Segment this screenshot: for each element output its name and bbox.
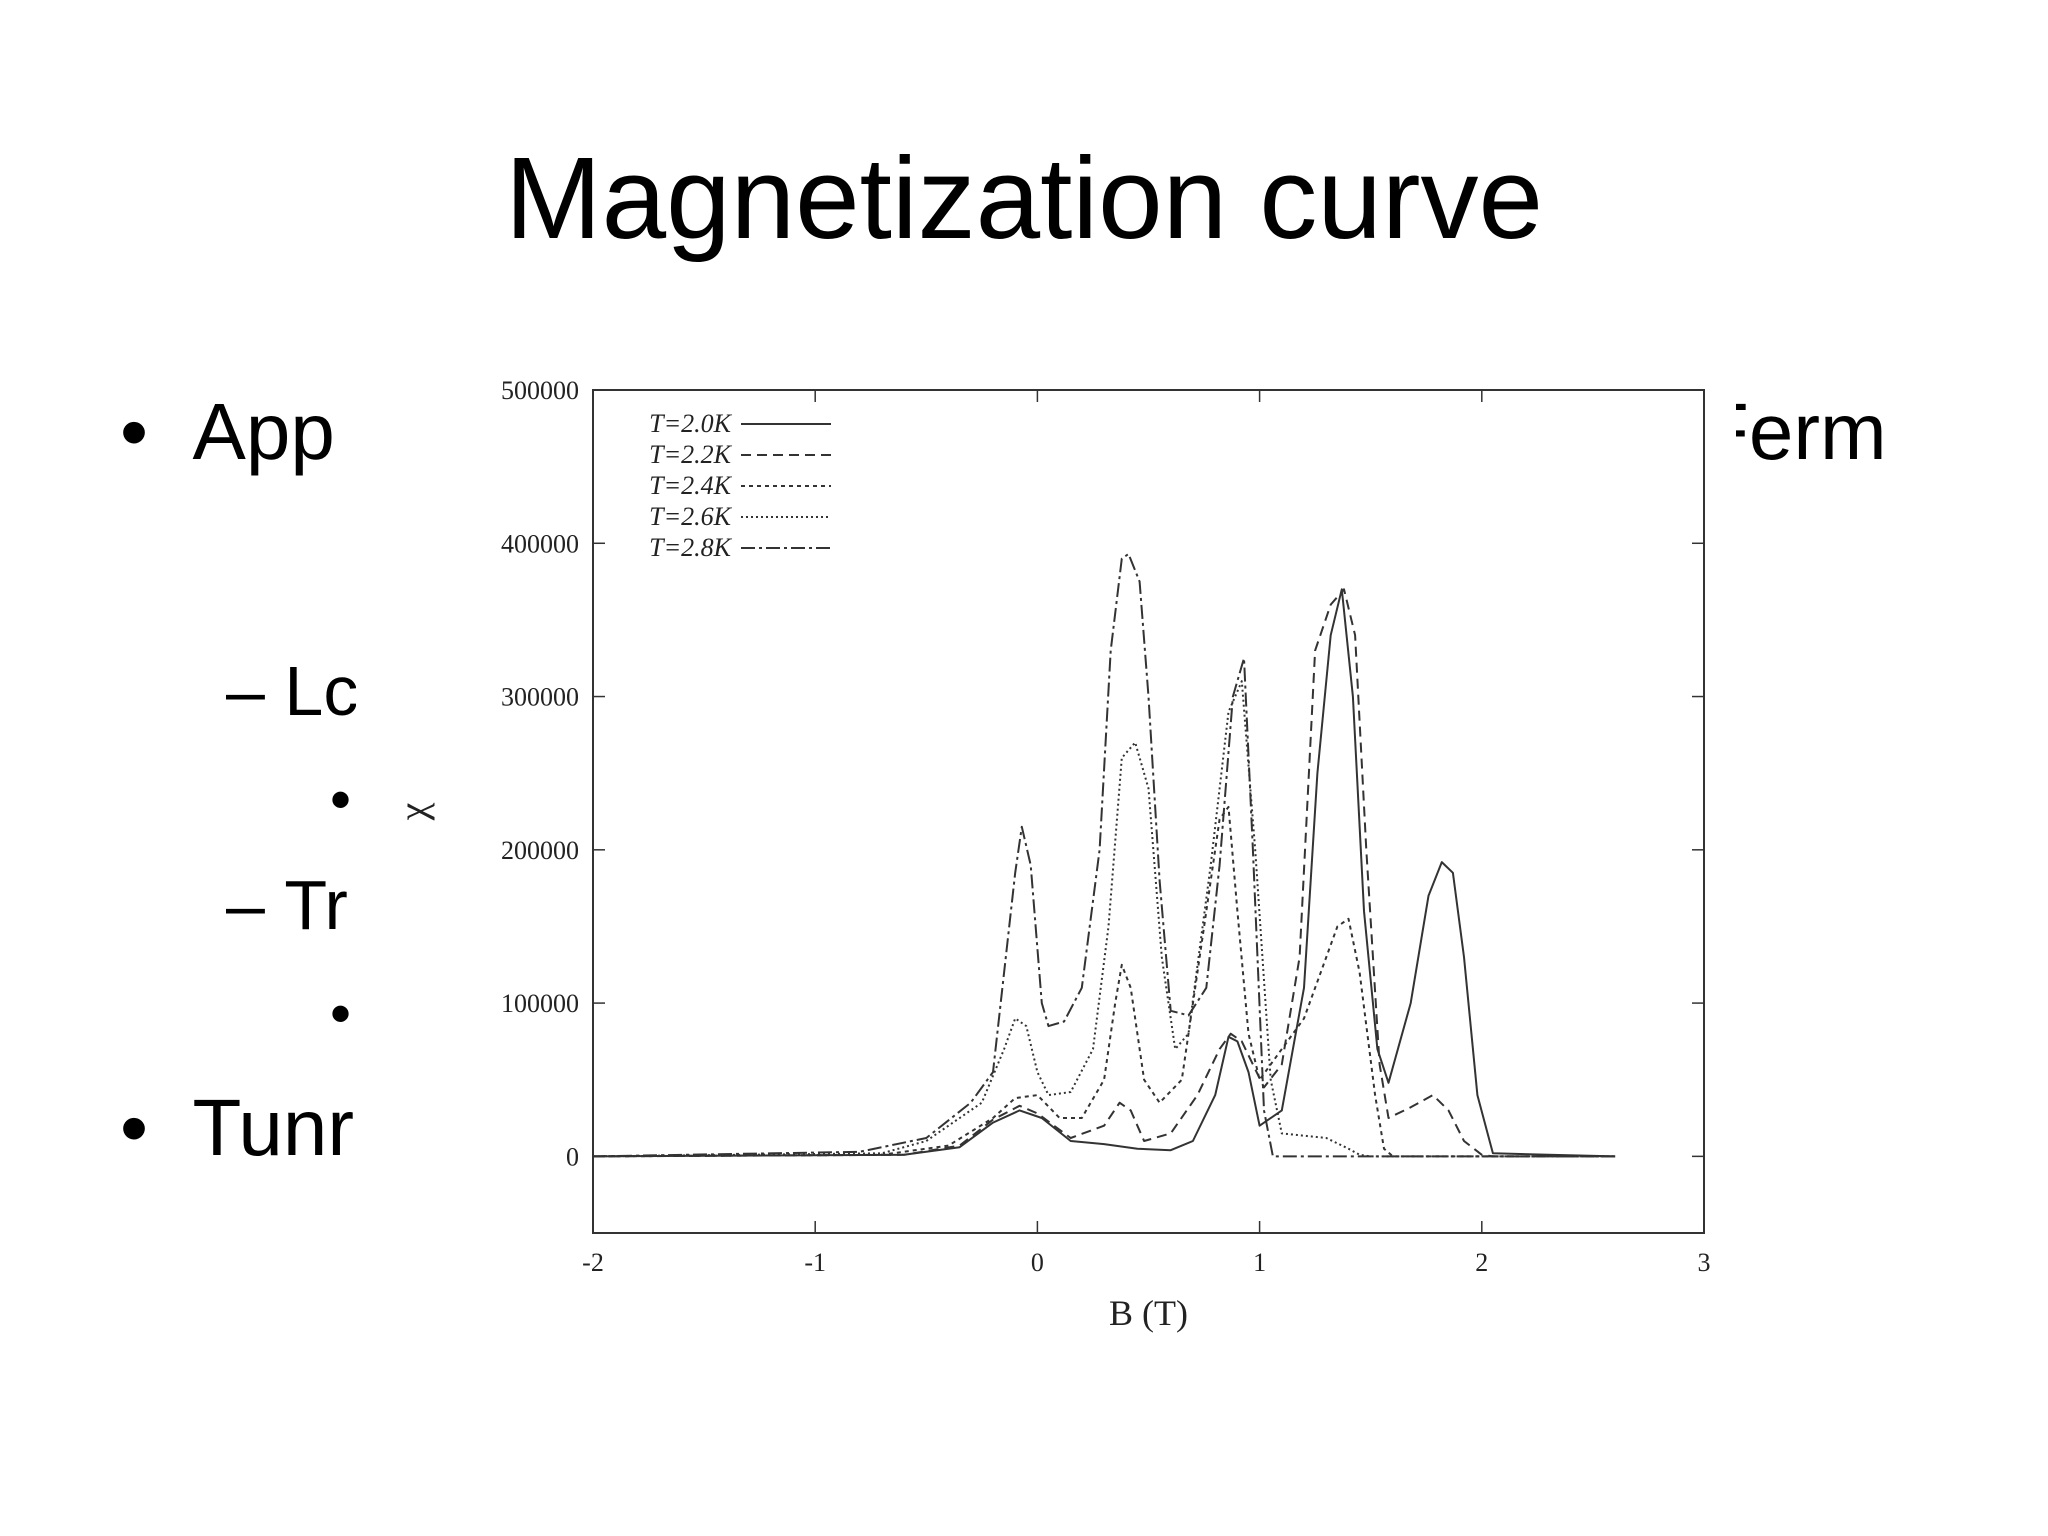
bullet-marker: • xyxy=(330,980,352,1047)
series-line-2 xyxy=(592,805,1616,1158)
bullet-4: – Tr xyxy=(226,870,348,940)
y-tick-label: 100000 xyxy=(501,989,579,1018)
x-tick-label: 3 xyxy=(1698,1248,1711,1277)
series-line-4 xyxy=(592,553,1616,1158)
bullet-1: • App xyxy=(120,392,335,472)
bullet-marker: – xyxy=(226,866,265,944)
legend-label-4: T=2.8K xyxy=(649,533,733,562)
bullet-text: Tunr xyxy=(192,1083,354,1172)
y-axis-label: χ xyxy=(390,802,435,821)
series-line-3 xyxy=(592,680,1616,1158)
bullet-marker: • xyxy=(120,1083,149,1172)
x-axis-label: B (T) xyxy=(1109,1293,1188,1333)
bullet-text: Lc xyxy=(284,652,359,730)
bullet-5: • xyxy=(330,984,351,1044)
y-tick-label: 300000 xyxy=(501,683,579,712)
x-tick-label: 0 xyxy=(1031,1248,1044,1277)
series-line-0 xyxy=(592,588,1616,1158)
series-line-1 xyxy=(592,588,1616,1158)
bullet-6: • Tunr xyxy=(120,1088,354,1168)
y-tick-label: 0 xyxy=(566,1142,579,1171)
x-tick-label: 2 xyxy=(1475,1248,1488,1277)
bullet-marker: • xyxy=(330,766,352,833)
bullet-text: App xyxy=(192,387,335,476)
legend-label-3: T=2.6K xyxy=(649,502,733,531)
plot-frame xyxy=(592,389,1705,1234)
y-tick-label: 200000 xyxy=(501,836,579,865)
x-tick-label: -2 xyxy=(582,1248,604,1277)
bullet-3: • xyxy=(330,770,351,830)
legend-label-1: T=2.2K xyxy=(649,440,733,469)
bullet-marker: – xyxy=(226,652,265,730)
y-tick-label: 500000 xyxy=(501,376,579,405)
bullet-2: – Lc xyxy=(226,656,358,726)
susceptibility-chart: -2 -1 0 1 2 3 0 100000 200000 300000 400000 500000 B… xyxy=(356,358,1736,1358)
y-tick-label: 400000 xyxy=(501,529,579,558)
x-tick-label: 1 xyxy=(1253,1248,1266,1277)
slide-title: Magnetization curve xyxy=(504,133,1544,263)
legend-label-0: T=2.0K xyxy=(649,409,733,438)
legend-label-2: T=2.4K xyxy=(649,471,733,500)
bullet-marker: • xyxy=(120,387,149,476)
bullet-text: Tr xyxy=(284,866,348,944)
x-tick-label: -1 xyxy=(804,1248,826,1277)
